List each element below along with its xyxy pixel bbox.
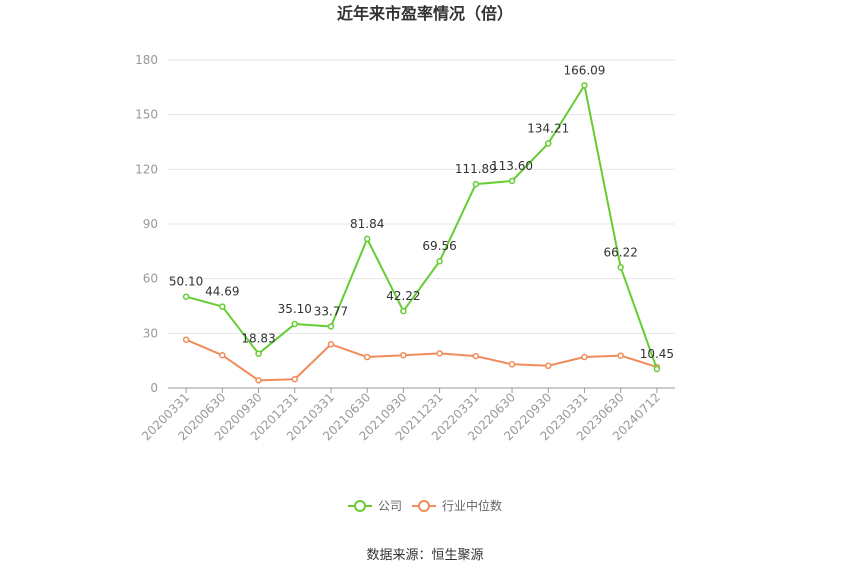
company-data-point[interactable] xyxy=(653,365,661,373)
source-note: 数据来源：恒生聚源 xyxy=(366,548,483,563)
y-tick-label: 30 xyxy=(143,326,158,340)
company-data-label: 33.77 xyxy=(314,304,348,318)
legend-label-industry-median: 行业中位数 xyxy=(442,498,502,513)
industry-median-data-point[interactable] xyxy=(436,350,443,357)
y-tick-label: 150 xyxy=(135,108,158,122)
industry-median-data-point[interactable] xyxy=(508,361,516,368)
company-data-point[interactable] xyxy=(581,82,588,89)
company-data-label: 166.09 xyxy=(563,63,605,77)
company-data-label: 134.21 xyxy=(527,121,569,135)
company-data-label: 44.69 xyxy=(205,285,239,299)
company-data-label: 10.45 xyxy=(640,347,674,361)
y-tick-label: 120 xyxy=(135,162,158,176)
company-data-label: 69.56 xyxy=(422,239,456,253)
axes: 0306090120150180202003312020063020200930… xyxy=(135,53,675,443)
industry-median-series-line xyxy=(185,338,658,382)
industry-median-data-point[interactable] xyxy=(617,352,624,359)
company-data-label: 81.84 xyxy=(350,217,384,231)
company-data-label: 18.83 xyxy=(241,332,275,346)
chart-title: 近年来市盈率情况（倍） xyxy=(337,4,513,23)
legend: 公司 行业中位数 xyxy=(348,498,502,513)
y-tick-label: 0 xyxy=(150,381,158,395)
company-data-label: 66.22 xyxy=(603,245,637,259)
industry-median-data-point[interactable] xyxy=(291,376,298,383)
y-tick-label: 60 xyxy=(143,272,158,286)
industry-median-data-point[interactable] xyxy=(219,351,226,359)
company-data-label: 50.10 xyxy=(169,275,203,289)
company-data-point[interactable] xyxy=(508,177,516,185)
industry-median-data-point[interactable] xyxy=(255,377,262,384)
industry-median-data-point[interactable] xyxy=(327,341,335,348)
company-data-point[interactable] xyxy=(436,257,443,265)
company-data-point[interactable] xyxy=(291,320,298,328)
company-data-point[interactable] xyxy=(472,180,480,188)
company-data-point[interactable] xyxy=(545,140,552,147)
company-data-point[interactable] xyxy=(219,303,226,310)
legend-item-company[interactable]: 公司 xyxy=(348,499,402,513)
company-data-label: 35.10 xyxy=(278,302,312,316)
industry-median-data-point[interactable] xyxy=(182,336,190,343)
industry-median-data-point[interactable] xyxy=(400,351,407,359)
industry-median-data-point[interactable] xyxy=(581,353,588,361)
grid-lines xyxy=(168,59,675,334)
company-data-label: 42.22 xyxy=(386,289,420,303)
company-data-point[interactable] xyxy=(400,307,407,315)
legend-item-industry-median[interactable]: 行业中位数 xyxy=(412,498,502,513)
legend-label-company: 公司 xyxy=(378,499,402,513)
industry-median-data-point[interactable] xyxy=(472,352,480,360)
y-tick-label: 180 xyxy=(135,53,158,67)
company-data-label: 111.89 xyxy=(455,162,497,176)
company-data-point[interactable] xyxy=(255,350,262,357)
y-tick-label: 90 xyxy=(143,217,158,231)
company-data-point[interactable] xyxy=(327,323,335,330)
series-lines xyxy=(182,82,661,384)
company-series-line xyxy=(185,84,658,370)
industry-median-data-point[interactable] xyxy=(363,353,371,361)
company-data-point[interactable] xyxy=(363,235,371,243)
company-data-point[interactable] xyxy=(617,264,624,271)
company-data-point[interactable] xyxy=(182,293,190,300)
industry-median-data-point[interactable] xyxy=(545,362,552,370)
company-data-label: 113.60 xyxy=(491,159,533,173)
